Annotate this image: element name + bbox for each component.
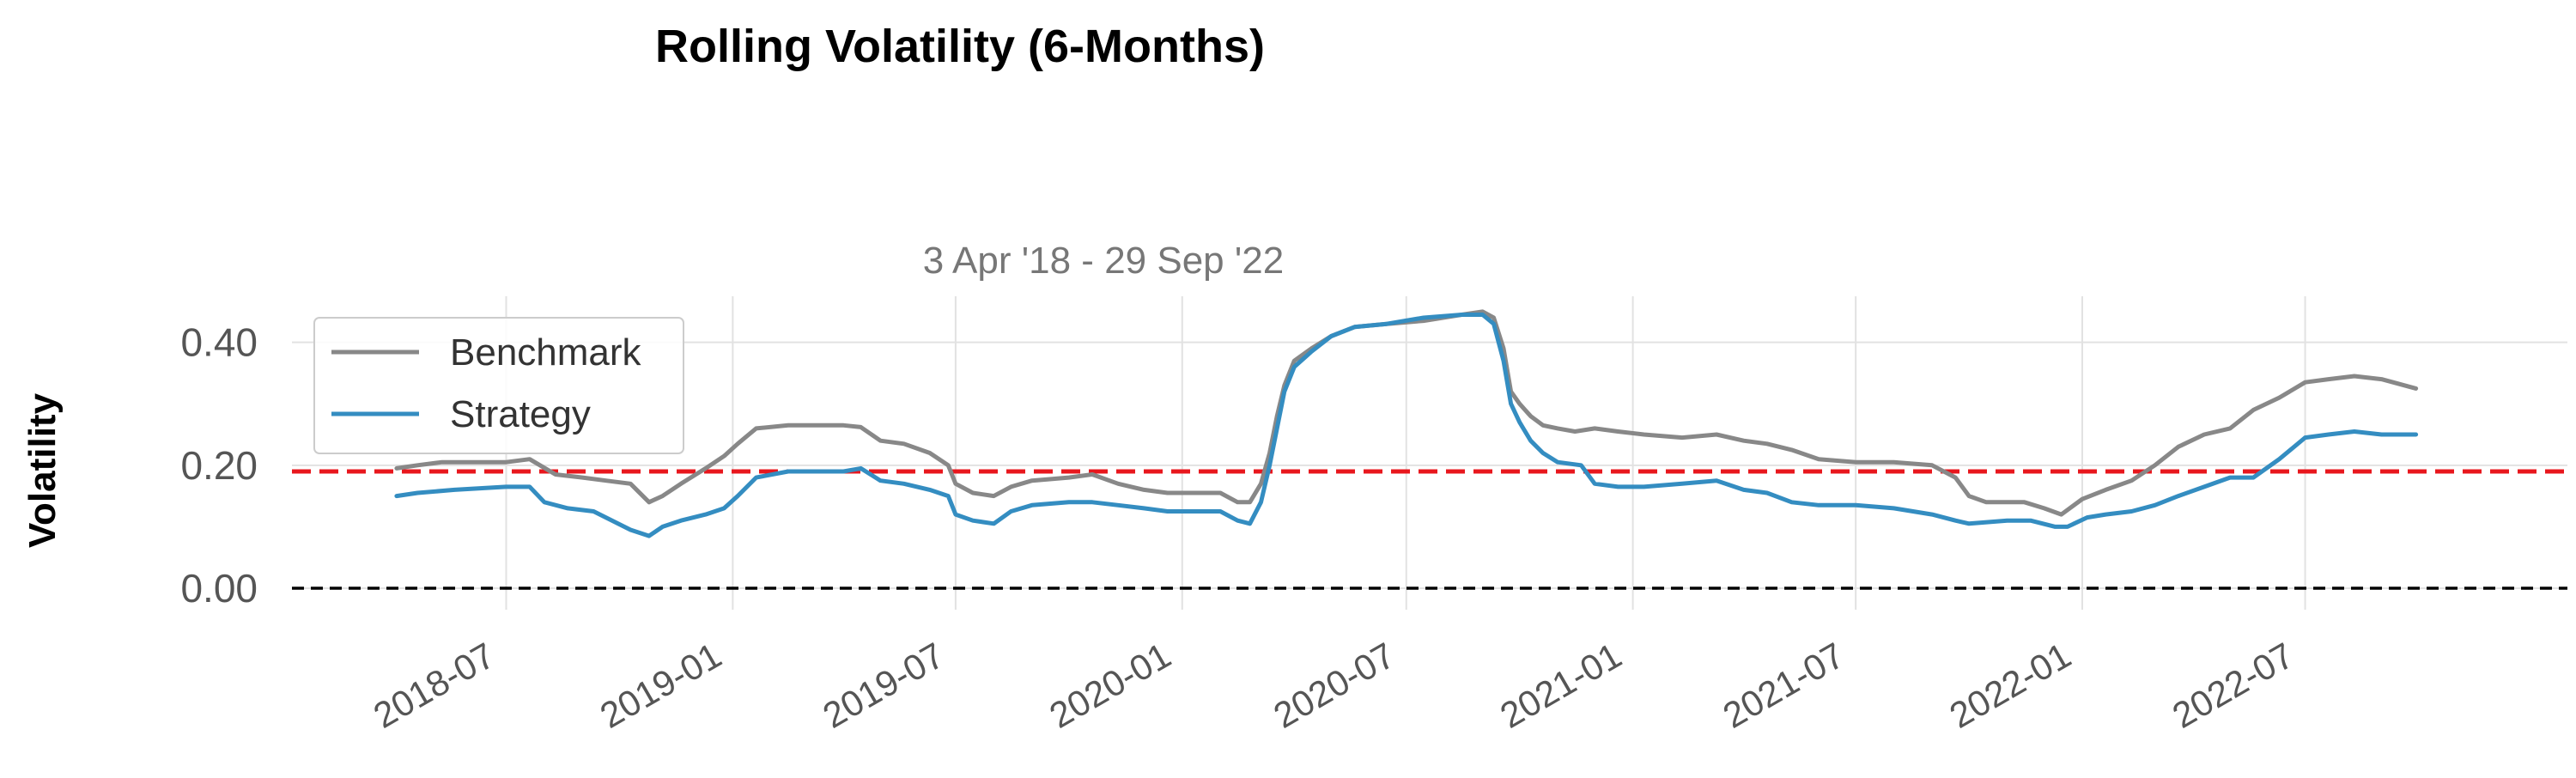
x-tick-label: 2019-01: [593, 635, 728, 736]
reference-lines: [292, 469, 2567, 590]
x-tick-label: 2019-07: [816, 635, 951, 736]
x-axis-ticks: 2018-07 2019-01 2019-07 2020-01 2020-07 2021-…: [367, 635, 2300, 736]
y-axis-ticks: 0.00 0.20 0.40: [180, 320, 258, 611]
x-tick-label: 2018-07: [367, 635, 501, 736]
chart-title: Rolling Volatility (6-Months): [655, 21, 1265, 72]
y-tick-label: 0.40: [180, 320, 258, 365]
chart-legend: Benchmark Strategy: [313, 317, 684, 454]
y-tick-label: 0.20: [180, 443, 258, 488]
x-tick-label: 2021-07: [1716, 635, 1851, 736]
legend-label-benchmark: Benchmark: [450, 331, 642, 374]
x-tick-label: 2022-07: [2166, 635, 2300, 736]
chart-subtitle: 3 Apr '18 - 29 Sep '22: [923, 240, 1284, 282]
x-tick-label: 2022-01: [1943, 635, 2078, 736]
x-tick-label: 2020-07: [1267, 635, 1401, 736]
series-line-strategy: [394, 313, 2419, 538]
x-tick-label: 2021-01: [1493, 635, 1628, 736]
x-tick-label: 2020-01: [1042, 635, 1177, 736]
series-lines: [394, 309, 2419, 538]
y-axis-label: Volatility: [21, 392, 64, 548]
y-tick-label: 0.00: [180, 566, 258, 611]
legend-label-strategy: Strategy: [450, 393, 591, 435]
